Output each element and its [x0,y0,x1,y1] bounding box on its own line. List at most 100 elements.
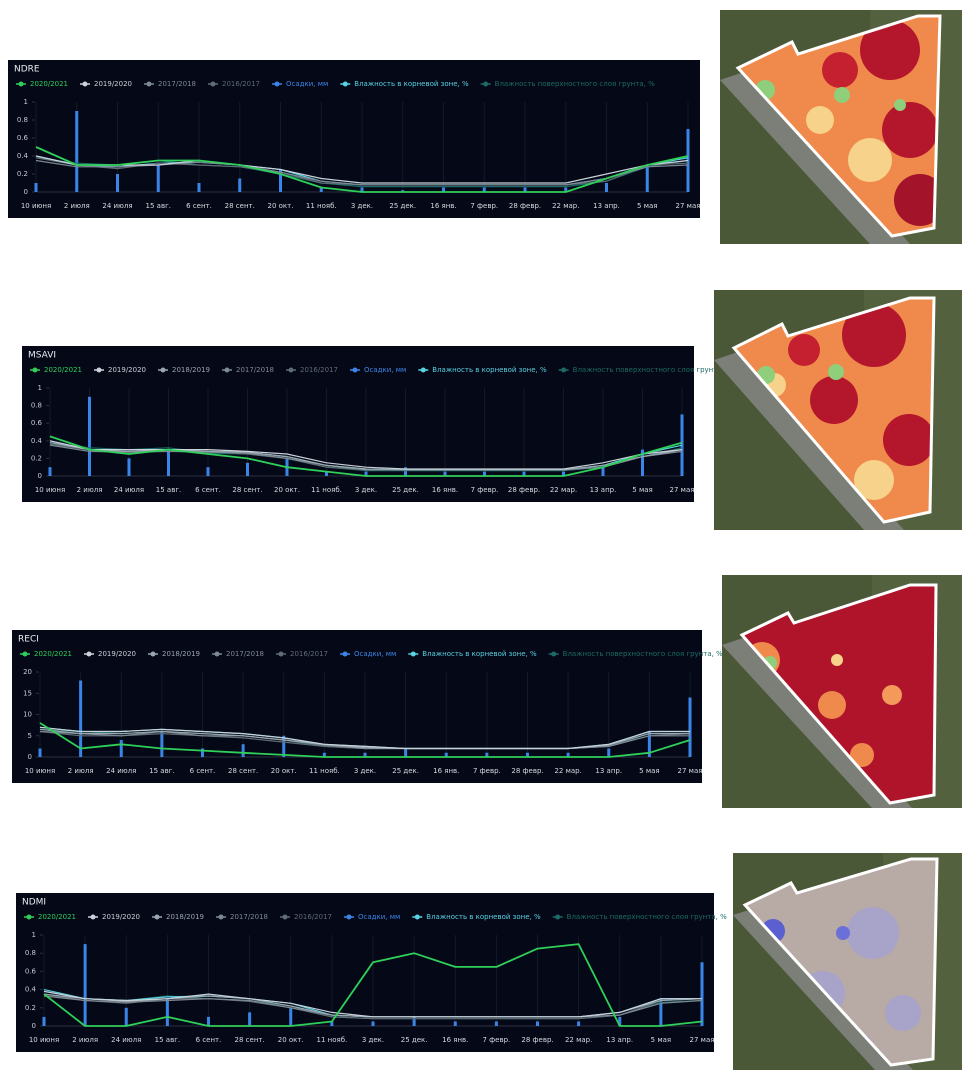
y-tick-label: 1 [32,931,36,939]
legend-marker [561,368,566,373]
legend-marker [211,82,216,87]
legend-label: Влажность поверхностного слоя грунта, % [495,80,655,88]
bar [248,1012,251,1026]
bar [167,450,170,476]
legend-marker [483,82,488,87]
x-tick-label: 10 июня [25,767,55,775]
legend-marker [161,368,166,373]
legend-label: 2016/2017 [300,366,338,374]
x-tick-label: 6 сент. [190,767,216,775]
bar [454,1021,457,1026]
field-map [714,290,962,530]
legend-label: 2017/2018 [158,80,196,88]
x-tick-label: 10 июня [29,1036,59,1044]
chart-title: NDRE [14,65,40,75]
legend-label: 2016/2017 [290,650,328,658]
y-tick-label: 0.4 [17,152,29,160]
x-tick-label: 11 нояб. [317,1036,348,1044]
x-tick-label: 3 дек. [355,486,377,494]
bar [84,944,87,1026]
x-tick-label: 27 мая [690,1036,715,1044]
legend-label: 2019/2020 [108,366,146,374]
legend-label: 2017/2018 [226,650,264,658]
x-tick-label: 28 сент. [232,486,262,494]
legend-marker [33,368,38,373]
x-tick-label: 20 окт. [274,486,300,494]
bar [238,179,241,193]
bar [166,999,169,1026]
x-tick-label: 24 июля [102,202,132,210]
x-tick-label: 5 мая [639,767,659,775]
x-tick-label: 22 мар. [550,486,577,494]
bar [75,111,78,192]
bar [372,1021,375,1026]
x-tick-label: 7 февр. [470,202,498,210]
y-tick-label: 0.6 [17,134,29,142]
y-tick-label: 0.6 [31,419,43,427]
y-tick-label: 20 [23,668,32,676]
legend-marker [19,82,24,87]
bar [607,749,610,758]
x-tick-label: 13 апр. [606,1036,633,1044]
bar [49,467,52,476]
legend-marker [219,915,224,920]
legend-label: Осадки, мм [364,366,406,374]
legend-marker [415,915,420,920]
x-tick-label: 15 авг. [156,486,181,494]
legend-label: Влажность поверхностного слоя грунта, % [563,650,723,658]
legend-label: 2016/2017 [294,913,332,921]
legend-label: Осадки, мм [286,80,328,88]
legend-label: 2016/2017 [222,80,260,88]
legend-label: Осадки, мм [354,650,396,658]
bar [160,732,163,758]
bar [605,183,608,192]
x-tick-label: 10 июня [21,202,51,210]
x-tick-label: 16 янв. [433,767,459,775]
legend-label: Влажность поверхностного слоя грунта, % [573,366,733,374]
y-tick-label: 0 [28,753,32,761]
legend-label: Осадки, мм [358,913,400,921]
legend-label: Влажность в корневой зоне, % [354,80,469,88]
x-tick-label: 11 нояб. [311,486,342,494]
x-tick-label: 28 сент. [235,1036,265,1044]
bar [242,744,245,757]
legend-marker [155,915,160,920]
bar [116,174,119,192]
legend-marker [97,368,102,373]
bar [157,165,160,192]
legend-label: 2020/2021 [38,913,76,921]
bar [282,736,285,757]
x-tick-label: 25 дек. [392,767,419,775]
x-tick-label: 13 апр. [595,767,622,775]
bar [79,681,82,758]
x-tick-label: 20 окт. [268,202,294,210]
legend-marker [27,915,32,920]
x-tick-label: 15 авг. [146,202,171,210]
legend-label: 2019/2020 [94,80,132,88]
bar [88,397,91,476]
x-tick-label: 24 июля [111,1036,141,1044]
x-tick-label: 5 мая [651,1036,671,1044]
bar [35,183,38,192]
x-tick-label: 28 февр. [509,202,541,210]
x-tick-label: 7 февр. [471,486,499,494]
legend-marker [83,82,88,87]
legend-marker [283,915,288,920]
x-tick-label: 6 сент. [186,202,212,210]
y-tick-label: 0.8 [31,402,42,410]
legend-label: 2020/2021 [30,80,68,88]
x-tick-label: 11 нояб. [306,202,337,210]
x-tick-label: 28 сент. [228,767,258,775]
x-tick-label: 28 февр. [521,1036,553,1044]
x-tick-label: 28 февр. [508,486,540,494]
x-tick-label: 16 янв. [432,486,458,494]
x-tick-label: 2 июля [77,486,103,494]
x-tick-label: 3 дек. [354,767,376,775]
chart-title: NDMI [22,898,46,908]
bar [43,1017,46,1026]
legend-label: 2019/2020 [98,650,136,658]
bar [125,1008,128,1026]
legend-label: 2017/2018 [236,366,274,374]
chart-title: MSAVI [28,351,56,361]
x-tick-label: 15 авг. [149,767,174,775]
